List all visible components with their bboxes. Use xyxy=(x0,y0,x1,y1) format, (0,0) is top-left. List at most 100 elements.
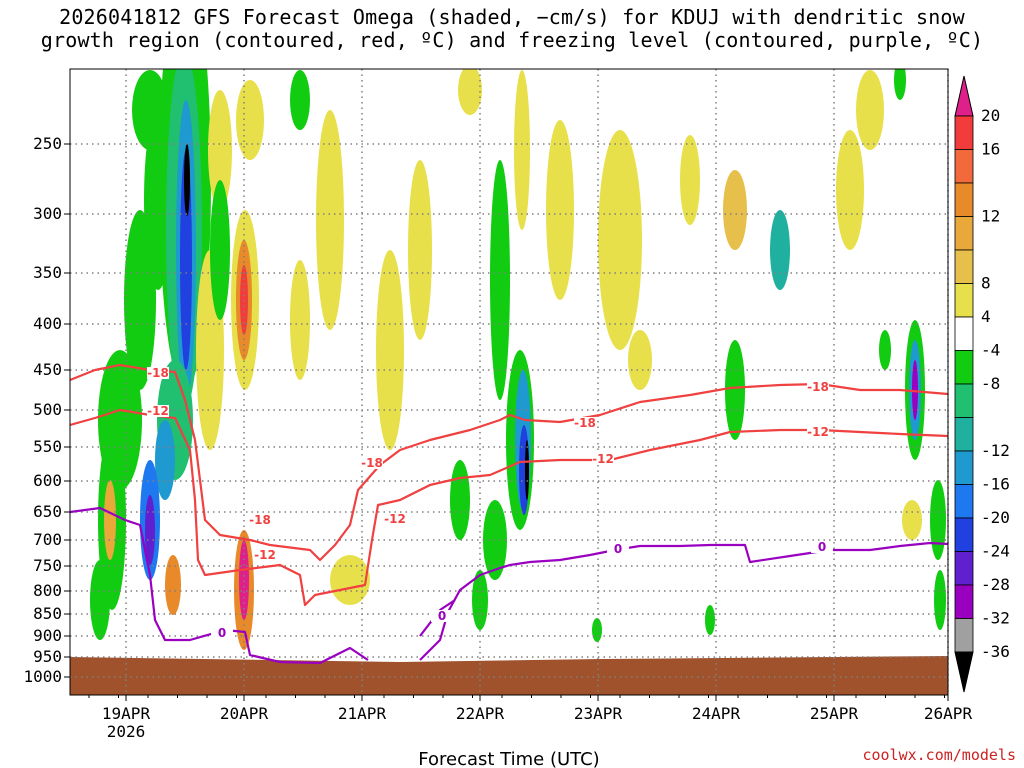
omega-cell-33 xyxy=(450,460,470,540)
y-tick-label-250: 250 xyxy=(33,134,62,153)
omega-cell-21 xyxy=(239,540,249,620)
colorbar-bin-5 xyxy=(954,283,974,318)
contour-label-bg-7 xyxy=(592,453,614,465)
x-tick-label-19APR: 19APR xyxy=(102,704,151,723)
contours xyxy=(70,363,948,665)
omega-cell-42 xyxy=(628,330,652,390)
omega-cell-60 xyxy=(934,570,946,630)
colorbar-label--32: -32 xyxy=(981,609,1010,628)
y-tick-label-450: 450 xyxy=(33,360,62,379)
omega-cell-2 xyxy=(124,210,156,390)
omega-cell-57 xyxy=(902,500,922,540)
contour-label-6: -18 xyxy=(574,416,596,430)
contour-label-bg-4 xyxy=(361,457,383,469)
omega-cell-46 xyxy=(836,130,864,250)
y-tick-label-550: 550 xyxy=(33,437,62,456)
x-axis: 19APR 20APR 21APR 22APR 23APR 24APR 25APR 26APR… xyxy=(88,695,973,741)
omega-cell-5 xyxy=(90,560,110,640)
ground-layer xyxy=(70,656,948,695)
contour-label-5: -12 xyxy=(384,512,406,526)
x-tick-label-26APR: 26APR xyxy=(924,704,973,723)
omega-cell-48 xyxy=(894,69,906,100)
colorbar-cap-top xyxy=(954,75,974,117)
contour-label-bg-9 xyxy=(807,426,829,438)
x-tick-label-24APR: 24APR xyxy=(692,704,741,723)
colorbar-legend: 20 16 12 8 4 -4 -8 -12 -16 -20 -24 -28 -32 -36 xyxy=(954,75,1010,693)
contour-label-2: -18 xyxy=(249,513,271,527)
colorbar-bin-3 xyxy=(954,216,974,251)
contour-label-bg-12 xyxy=(607,543,629,555)
contour-label-bg-5 xyxy=(384,513,406,525)
omega-cell-43 xyxy=(680,135,700,225)
contour-label-bg-6 xyxy=(574,417,596,429)
y-tick-label-950: 950 xyxy=(33,647,62,666)
contour-label-12: 0 xyxy=(614,542,622,556)
omega-cell-40 xyxy=(546,120,574,300)
contour-labels: -18 -12 -18 -12 -18 -12 -18 -12 -18 -12 0 0 0 0 xyxy=(147,366,833,640)
omega-cell-32 xyxy=(458,69,482,115)
contour-label-0: -18 xyxy=(147,366,169,380)
ground-surface xyxy=(70,656,948,695)
y-tick-label-700: 700 xyxy=(33,530,62,549)
omega-cell-45 xyxy=(770,210,790,290)
colorbar-bin-15 xyxy=(954,618,974,653)
colorbar-bin-2 xyxy=(954,182,974,217)
colorbar-bin-9 xyxy=(954,417,974,452)
x-tick-label-20APR: 20APR xyxy=(220,704,269,723)
contour-label-bg-11 xyxy=(431,610,453,622)
y-tick-label-600: 600 xyxy=(33,471,62,490)
colorbar-bin-11 xyxy=(954,484,974,519)
y-tick-label-500: 500 xyxy=(33,400,62,419)
y-tick-label-300: 300 xyxy=(33,204,62,223)
contour-label-1: -12 xyxy=(147,404,169,418)
omega-cell-34 xyxy=(490,160,510,400)
contour-label-7: -12 xyxy=(592,452,614,466)
contour-label-bg-10 xyxy=(211,627,233,639)
omega-cell-12 xyxy=(155,420,175,500)
colorbar-bin-4 xyxy=(954,249,974,284)
colorbar-label--12: -12 xyxy=(981,441,1010,460)
contour-label-bg-8 xyxy=(807,381,829,393)
omega-cell-38 xyxy=(525,440,529,500)
y-tick-label-750: 750 xyxy=(33,556,62,575)
contour-label-13: 0 xyxy=(818,540,826,554)
omega-cell-39 xyxy=(514,70,530,230)
contour-label-bg-13 xyxy=(811,541,833,553)
contour-snow-minus12-a xyxy=(70,408,948,607)
omega-cell-10 xyxy=(184,144,190,216)
omega-cell-15 xyxy=(208,90,232,210)
colorbar-label--36: -36 xyxy=(981,642,1010,661)
credit-link[interactable]: coolwx.com/models xyxy=(862,746,1016,764)
omega-cell-59 xyxy=(879,330,891,370)
y-tick-label-350: 350 xyxy=(33,263,62,282)
gridlines xyxy=(70,69,949,695)
chart-title: 2026041812 GFS Forecast Omega (shaded, −… xyxy=(0,6,1024,52)
colorbar-label--28: -28 xyxy=(981,575,1010,594)
x-tick-label-21APR: 21APR xyxy=(338,704,387,723)
chart-title-line1: 2026041812 GFS Forecast Omega (shaded, −… xyxy=(59,5,965,29)
x-tick-label-25APR: 25APR xyxy=(810,704,859,723)
omega-cell-41 xyxy=(598,130,642,350)
contour-label-bg-3 xyxy=(254,549,276,561)
contour-label-bg-0 xyxy=(147,367,169,379)
omega-cell-52 xyxy=(592,618,602,642)
contour-snow-minus18-a xyxy=(70,363,948,562)
omega-cell-53 xyxy=(705,605,715,635)
omega-cell-31 xyxy=(408,160,432,340)
contour-label-8: -18 xyxy=(807,380,829,394)
colorbar-label-16: 16 xyxy=(981,140,1000,159)
y-tick-label-650: 650 xyxy=(33,502,62,521)
plot-border xyxy=(69,68,949,696)
colorbar-label-4: 4 xyxy=(981,307,991,326)
omega-cell-16 xyxy=(236,80,264,160)
omega-cell-26 xyxy=(290,70,310,130)
colorbar-bin-1 xyxy=(954,149,974,184)
colorbar-bin-7 xyxy=(954,350,974,385)
omega-cell-28 xyxy=(290,260,310,380)
contour-label-3: -12 xyxy=(254,548,276,562)
plot-frame xyxy=(69,68,949,696)
colorbar-label-8: 8 xyxy=(981,274,991,293)
omega-cell-58 xyxy=(930,480,946,560)
contour-label-bg-2 xyxy=(249,514,271,526)
